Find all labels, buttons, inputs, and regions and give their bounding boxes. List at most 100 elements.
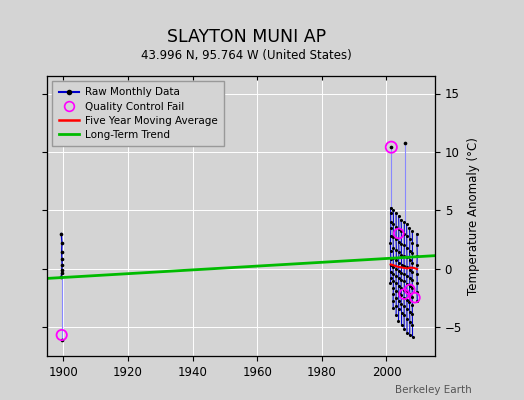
Point bbox=[406, 332, 414, 338]
Point bbox=[405, 224, 413, 231]
Point bbox=[389, 255, 398, 261]
Point bbox=[406, 308, 414, 315]
Text: Berkeley Earth: Berkeley Earth bbox=[395, 385, 472, 395]
Point bbox=[408, 260, 417, 266]
Point bbox=[402, 280, 411, 287]
Point bbox=[408, 321, 417, 328]
Point bbox=[400, 230, 408, 237]
Point bbox=[389, 305, 397, 311]
Point bbox=[397, 310, 406, 316]
Point bbox=[413, 271, 421, 278]
Point bbox=[392, 294, 400, 301]
Point bbox=[392, 257, 400, 264]
Point bbox=[386, 240, 395, 246]
Point bbox=[58, 270, 66, 276]
Point bbox=[405, 299, 413, 306]
Point bbox=[58, 262, 67, 268]
Point bbox=[408, 302, 417, 308]
Point bbox=[392, 288, 400, 294]
Point bbox=[395, 260, 403, 266]
Point bbox=[400, 294, 408, 301]
Point bbox=[406, 283, 414, 289]
Point bbox=[58, 336, 66, 343]
Point bbox=[403, 316, 411, 322]
Point bbox=[395, 238, 403, 245]
Point bbox=[395, 275, 403, 281]
Point bbox=[403, 254, 411, 260]
Point bbox=[389, 298, 397, 304]
Point bbox=[392, 236, 400, 242]
Point bbox=[397, 277, 405, 283]
Point bbox=[400, 286, 408, 293]
Point bbox=[392, 209, 400, 216]
Point bbox=[408, 277, 417, 283]
Point bbox=[400, 263, 408, 269]
Point bbox=[413, 279, 421, 286]
Point bbox=[392, 303, 400, 309]
Point bbox=[57, 230, 66, 237]
Point bbox=[406, 236, 414, 242]
Point bbox=[408, 269, 416, 275]
Point bbox=[413, 252, 421, 259]
Legend: Raw Monthly Data, Quality Control Fail, Five Year Moving Average, Long-Term Tren: Raw Monthly Data, Quality Control Fail, … bbox=[52, 81, 224, 146]
Point bbox=[387, 219, 395, 225]
Point bbox=[387, 144, 396, 150]
Point bbox=[389, 271, 397, 278]
Text: SLAYTON MUNI AP: SLAYTON MUNI AP bbox=[167, 28, 326, 46]
Point bbox=[401, 139, 409, 146]
Point bbox=[387, 224, 395, 231]
Point bbox=[397, 285, 406, 292]
Point bbox=[389, 278, 398, 284]
Point bbox=[400, 291, 408, 297]
Point bbox=[392, 223, 400, 230]
Point bbox=[389, 264, 397, 270]
Point bbox=[389, 207, 398, 213]
Point bbox=[57, 274, 66, 280]
Point bbox=[408, 311, 417, 317]
Point bbox=[389, 234, 397, 240]
Point bbox=[397, 241, 406, 247]
Point bbox=[408, 228, 417, 234]
Point bbox=[413, 262, 421, 268]
Point bbox=[406, 266, 414, 273]
Point bbox=[58, 249, 66, 255]
Point bbox=[387, 275, 395, 281]
Point bbox=[397, 228, 406, 234]
Point bbox=[58, 256, 66, 262]
Point bbox=[402, 272, 411, 279]
Point bbox=[402, 221, 411, 227]
Point bbox=[397, 216, 405, 223]
Point bbox=[400, 326, 408, 332]
Point bbox=[400, 252, 408, 259]
Point bbox=[58, 332, 66, 338]
Point bbox=[392, 279, 400, 286]
Point bbox=[389, 291, 397, 297]
Point bbox=[397, 300, 406, 307]
Point bbox=[387, 144, 396, 150]
Point bbox=[403, 297, 411, 303]
Point bbox=[400, 303, 408, 309]
Point bbox=[408, 293, 416, 300]
Point bbox=[406, 275, 414, 281]
Point bbox=[386, 262, 395, 268]
Y-axis label: Temperature Anomaly (°C): Temperature Anomaly (°C) bbox=[467, 137, 481, 295]
Point bbox=[392, 272, 400, 279]
Point bbox=[413, 242, 421, 248]
Point bbox=[406, 319, 414, 325]
Point bbox=[413, 230, 421, 237]
Point bbox=[400, 271, 408, 278]
Point bbox=[408, 250, 417, 256]
Point bbox=[400, 242, 409, 248]
Point bbox=[397, 262, 406, 268]
Point bbox=[387, 256, 395, 262]
Point bbox=[386, 248, 395, 254]
Point bbox=[58, 266, 66, 273]
Point bbox=[397, 321, 406, 328]
Point bbox=[392, 265, 400, 272]
Point bbox=[389, 221, 398, 227]
Point bbox=[389, 244, 397, 251]
Point bbox=[395, 230, 403, 237]
Point bbox=[394, 318, 402, 324]
Point bbox=[386, 279, 395, 286]
Point bbox=[413, 298, 421, 304]
